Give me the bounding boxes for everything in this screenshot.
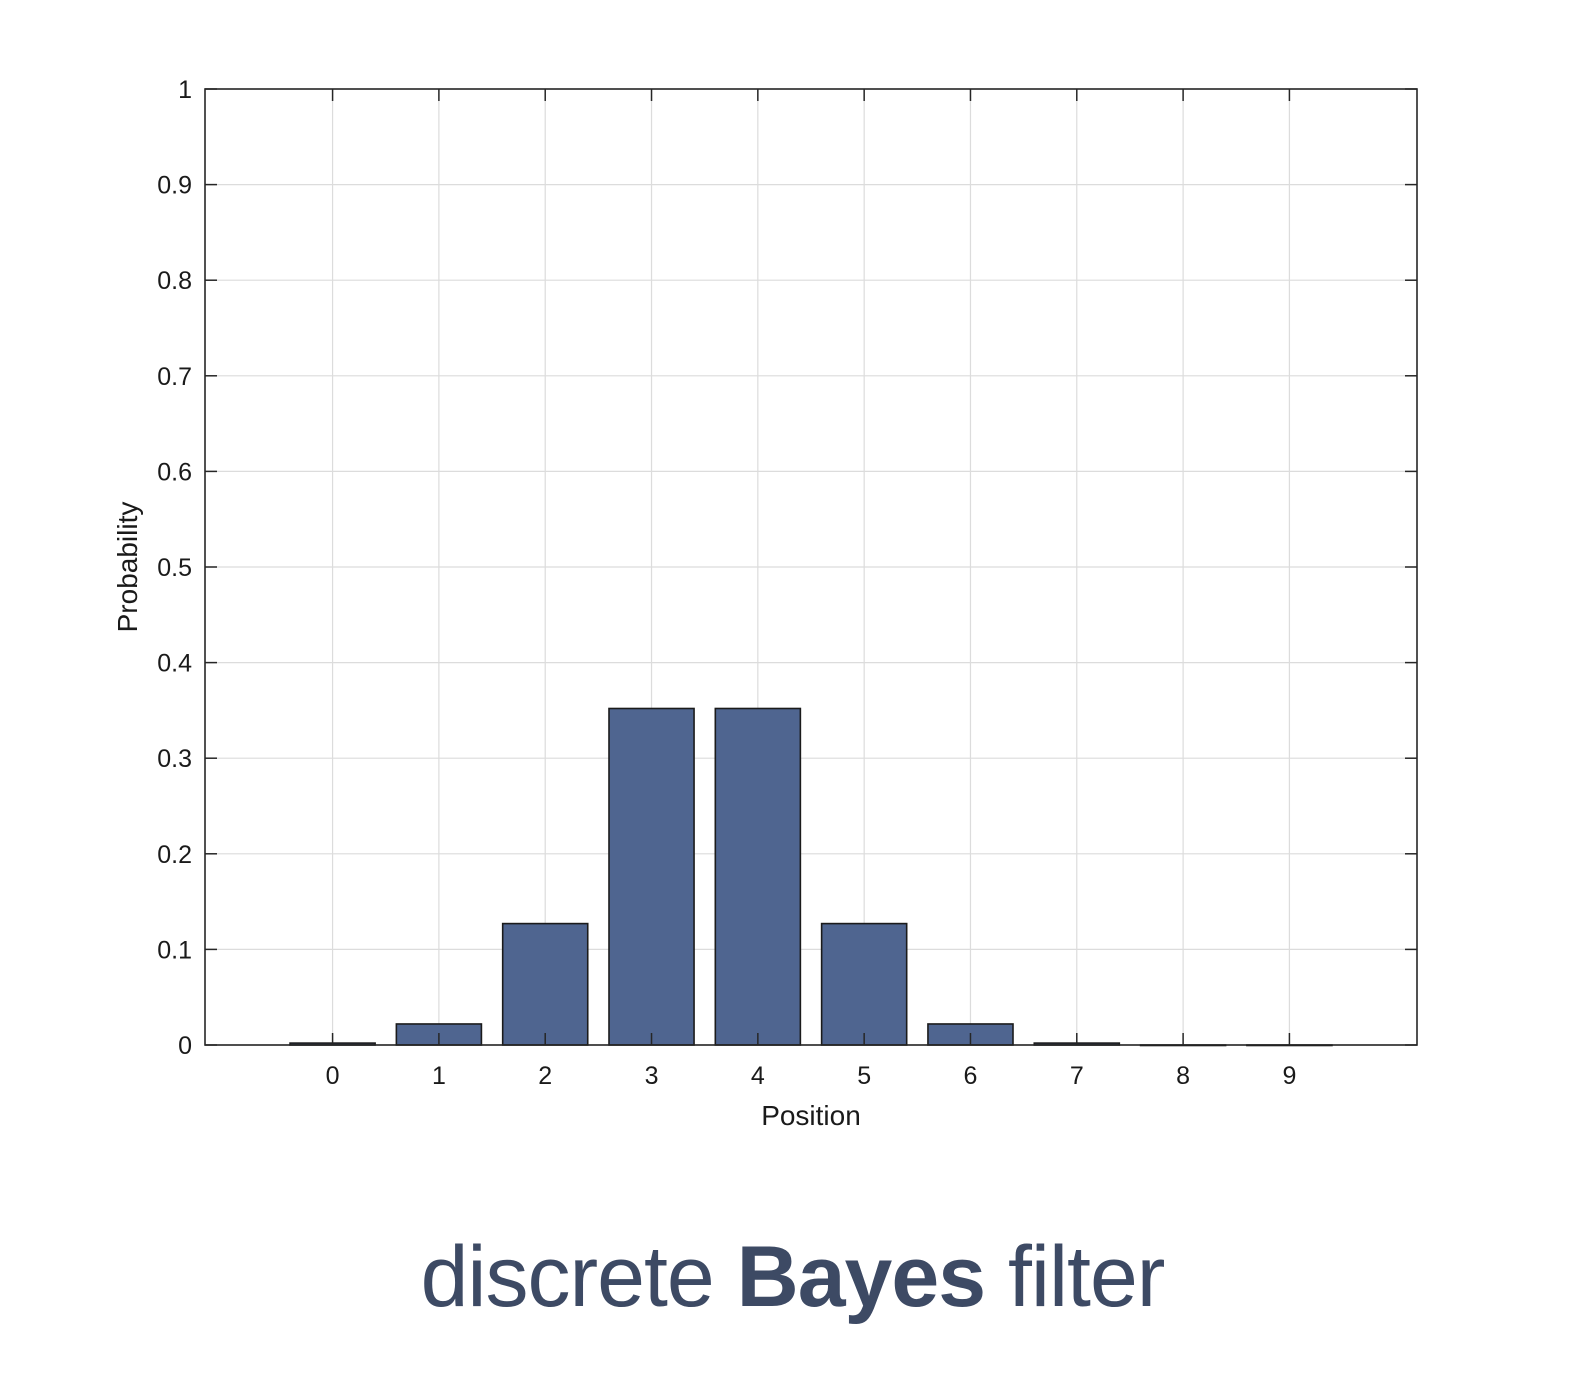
ticks (205, 88, 1417, 1046)
caption-part-3: filter (985, 1229, 1165, 1325)
y-tick-label: 0.8 (157, 267, 192, 295)
x-tick-label: 5 (857, 1062, 871, 1090)
y-tick-label: 0.4 (157, 650, 192, 678)
y-tick-label: 0.9 (157, 172, 192, 200)
y-tick-label: 0 (178, 1032, 192, 1060)
x-tick-label: 4 (751, 1062, 765, 1090)
grid (205, 88, 1417, 1046)
caption: discrete Bayes filter (0, 1228, 1585, 1327)
x-tick-labels: 0 1 2 3 4 5 6 7 8 9 (326, 1062, 1297, 1090)
x-tick-label: 9 (1282, 1062, 1296, 1090)
x-tick-label: 6 (964, 1062, 978, 1090)
y-axis-label: Probability (112, 502, 143, 633)
y-tick-label: 0.6 (157, 458, 192, 486)
bar-3 (608, 707, 695, 1046)
x-tick-label: 7 (1070, 1062, 1084, 1090)
y-tick-label: 0.5 (157, 554, 192, 582)
x-axis-label: Position (761, 1100, 861, 1131)
x-tick-label: 0 (326, 1062, 340, 1090)
y-tick-label: 0.7 (157, 363, 192, 391)
x-tick-label: 8 (1176, 1062, 1190, 1090)
x-tick-label: 3 (645, 1062, 659, 1090)
x-tick-label: 2 (538, 1062, 552, 1090)
bar-2 (501, 922, 589, 1046)
bar-4 (714, 707, 802, 1046)
y-tick-labels: 0 0.1 0.2 0.3 0.4 0.5 0.6 0.7 0.8 0.9 1 (157, 76, 192, 1060)
bars (289, 707, 1333, 1047)
bar-5 (820, 922, 908, 1046)
caption-part-2: Bayes (736, 1229, 986, 1325)
y-tick-label: 0.2 (157, 841, 192, 869)
caption-part-1: discrete (420, 1229, 737, 1325)
y-tick-label: 1 (178, 76, 192, 104)
y-tick-label: 0.3 (157, 745, 192, 773)
x-tick-label: 1 (432, 1062, 446, 1090)
y-tick-label: 0.1 (157, 936, 192, 964)
